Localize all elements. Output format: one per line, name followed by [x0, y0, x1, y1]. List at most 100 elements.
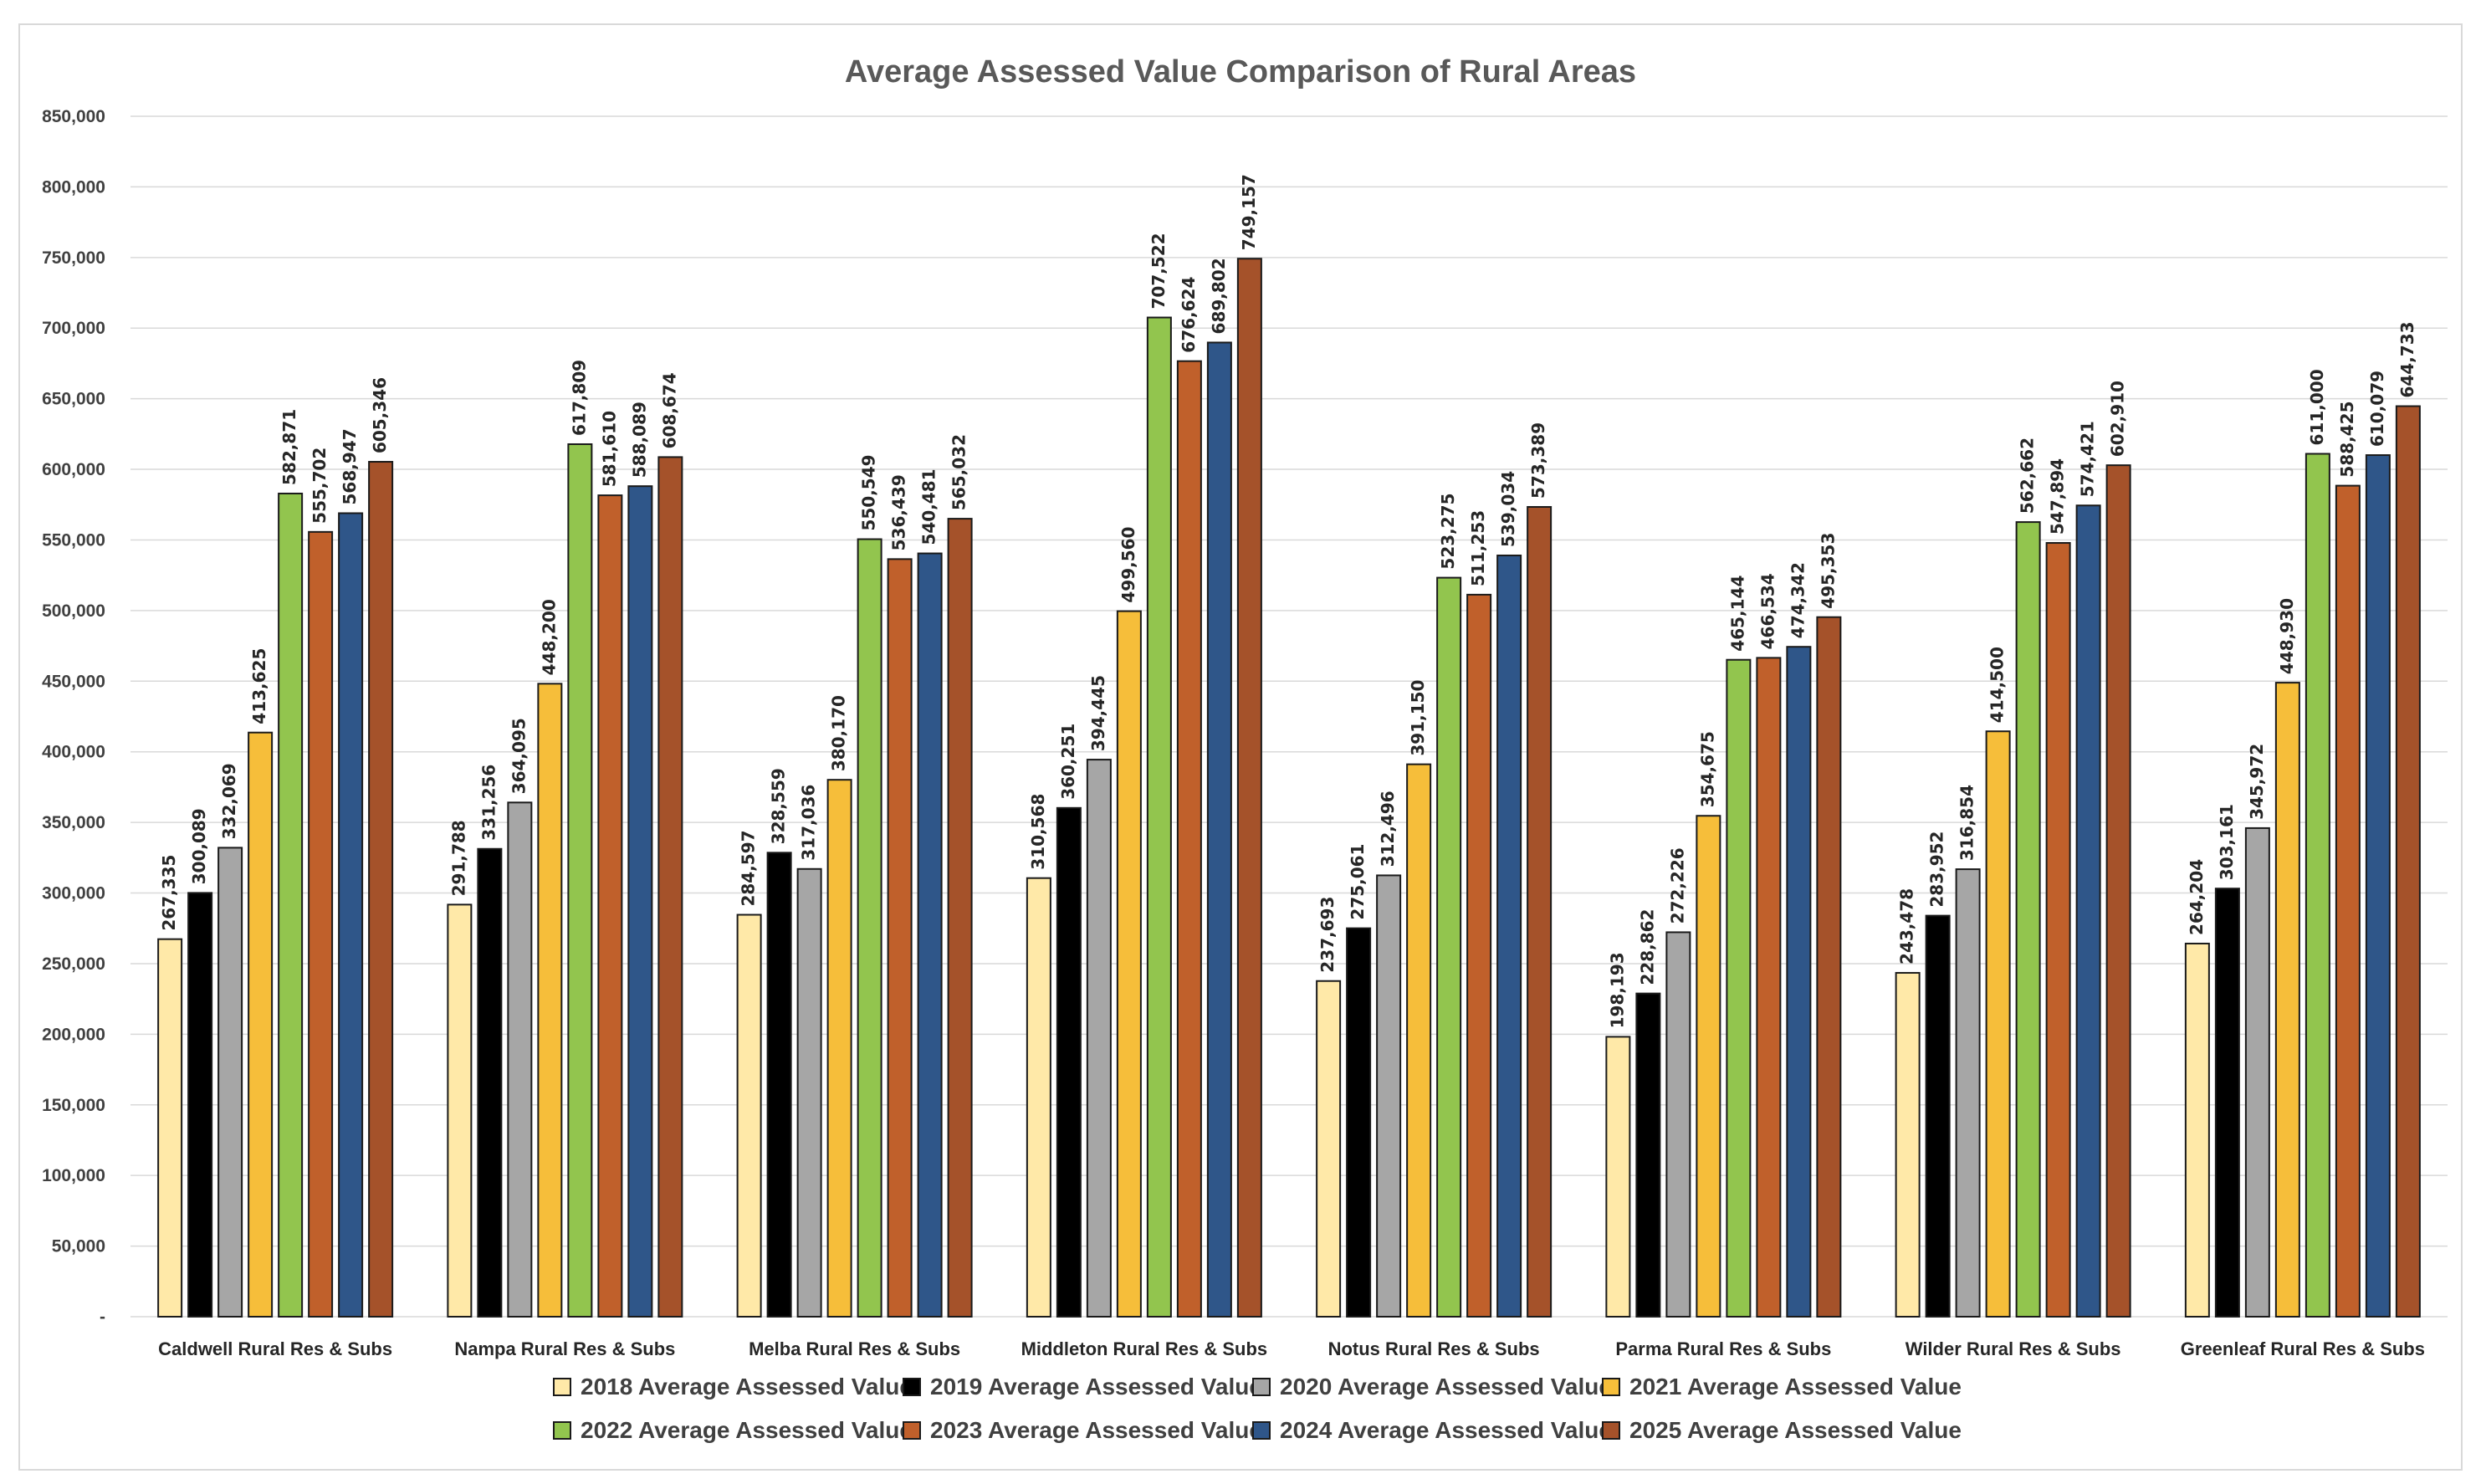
- bar: [248, 731, 274, 1318]
- bar: [857, 538, 882, 1318]
- bar: [1086, 759, 1112, 1318]
- legend-label: 2025 Average Assessed Value: [1629, 1417, 1962, 1443]
- data-label: 303,161: [2217, 804, 2237, 880]
- data-label: 611,000: [2307, 369, 2327, 445]
- bar: [1116, 610, 1142, 1318]
- bar: [1696, 815, 1721, 1318]
- data-label: 562,662: [2018, 438, 2038, 514]
- data-label: 316,854: [1957, 785, 1977, 861]
- legend-label: 2019 Average Assessed Value: [930, 1374, 1262, 1400]
- bar: [2335, 484, 2361, 1318]
- bar: [278, 492, 304, 1318]
- bar: [627, 485, 653, 1318]
- bar: [507, 801, 533, 1318]
- bar: [2305, 453, 2330, 1318]
- data-label: 555,702: [309, 448, 330, 524]
- data-label: 540,481: [919, 468, 939, 545]
- data-label: 511,253: [1468, 510, 1488, 586]
- x-tick-label: Nampa Rural Res & Subs: [454, 1338, 675, 1359]
- x-tick-label: Melba Rural Res & Subs: [749, 1338, 960, 1359]
- data-label: 547,894: [2048, 458, 2068, 535]
- data-label: 312,496: [1378, 791, 1398, 867]
- data-label: 568,947: [340, 428, 360, 504]
- bar: [447, 903, 473, 1318]
- bar: [1635, 992, 1661, 1318]
- data-label: 291,788: [448, 820, 468, 896]
- legend-label: 2021 Average Assessed Value: [1629, 1374, 1962, 1400]
- bar: [1466, 593, 1492, 1318]
- data-label: 523,275: [1438, 493, 1458, 569]
- bar: [736, 913, 762, 1318]
- data-label: 749,157: [1239, 174, 1259, 250]
- bar: [1026, 877, 1051, 1318]
- legend-label: 2020 Average Assessed Value: [1280, 1374, 1612, 1400]
- legend-label: 2023 Average Assessed Value: [930, 1417, 1262, 1443]
- bar: [2075, 504, 2101, 1318]
- bar: [1206, 341, 1232, 1318]
- bar: [338, 512, 364, 1318]
- legend-label: 2022 Average Assessed Value: [581, 1417, 913, 1443]
- y-tick-label: -: [100, 1307, 105, 1327]
- data-label: 588,089: [629, 402, 649, 478]
- bar: [1985, 730, 2011, 1318]
- data-label: 617,809: [569, 360, 589, 436]
- data-label: 413,625: [249, 648, 269, 724]
- y-tick-label: 100,000: [42, 1166, 105, 1185]
- y-tick-label: 400,000: [42, 743, 105, 762]
- bar-chart: Average Assessed Value Comparison of Rur…: [42, 54, 2448, 1443]
- bar: [537, 683, 563, 1318]
- bar: [1895, 971, 1921, 1318]
- y-tick-label: 750,000: [42, 248, 105, 268]
- legend-swatch: [903, 1378, 921, 1396]
- bar: [1346, 927, 1372, 1318]
- bar: [917, 552, 943, 1318]
- legend-label: 2024 Average Assessed Value: [1280, 1417, 1612, 1443]
- y-tick-label: 250,000: [42, 954, 105, 974]
- bar: [2214, 888, 2240, 1318]
- bar: [217, 847, 243, 1318]
- data-label: 550,549: [859, 454, 879, 530]
- y-tick-label: 200,000: [42, 1025, 105, 1044]
- bar: [1726, 658, 1752, 1318]
- bar: [1176, 360, 1202, 1318]
- bar: [1786, 646, 1812, 1318]
- data-label: 264,204: [2187, 859, 2207, 935]
- bar: [2244, 826, 2270, 1318]
- y-tick-label: 150,000: [42, 1096, 105, 1115]
- data-label: 283,952: [1927, 832, 1947, 908]
- y-tick-label: 350,000: [42, 813, 105, 832]
- y-tick-label: 850,000: [42, 107, 105, 126]
- bar: [887, 558, 913, 1318]
- data-label: 465,144: [1727, 576, 1747, 652]
- bar: [567, 443, 593, 1318]
- y-tick-label: 650,000: [42, 390, 105, 409]
- y-tick-label: 500,000: [42, 601, 105, 621]
- data-label: 602,910: [2108, 381, 2128, 457]
- data-label: 605,346: [370, 377, 390, 453]
- data-label: 354,675: [1697, 731, 1717, 807]
- bar: [2045, 542, 2071, 1318]
- data-label: 574,421: [2078, 421, 2098, 497]
- bar: [1436, 576, 1462, 1318]
- data-label: 394,445: [1088, 675, 1108, 751]
- bar: [1406, 763, 1432, 1318]
- legend-swatch: [1252, 1421, 1271, 1440]
- x-tick-label: Wilder Rural Res & Subs: [1906, 1338, 2121, 1359]
- bar: [657, 456, 683, 1318]
- legend: 2018 Average Assessed Value 2019 Average …: [553, 1374, 1962, 1443]
- data-label: 474,342: [1788, 562, 1808, 638]
- data-label: 317,036: [799, 785, 819, 861]
- bar: [477, 847, 503, 1318]
- x-tick-label: Middleton Rural Res & Subs: [1021, 1338, 1268, 1359]
- data-label: 539,034: [1498, 471, 1518, 547]
- bar: [308, 530, 334, 1318]
- bar: [1316, 980, 1342, 1318]
- data-label: 495,353: [1818, 533, 1838, 609]
- data-label: 414,500: [1987, 647, 2008, 723]
- data-label: 610,079: [2367, 371, 2387, 447]
- y-tick-label: 300,000: [42, 884, 105, 903]
- data-label: 448,930: [2277, 598, 2297, 674]
- y-axis-ticks: - 50,000 100,000 150,000 200,000 250,000 300,0…: [42, 107, 105, 1327]
- legend-swatch: [1252, 1378, 1271, 1396]
- data-label: 284,597: [739, 830, 759, 906]
